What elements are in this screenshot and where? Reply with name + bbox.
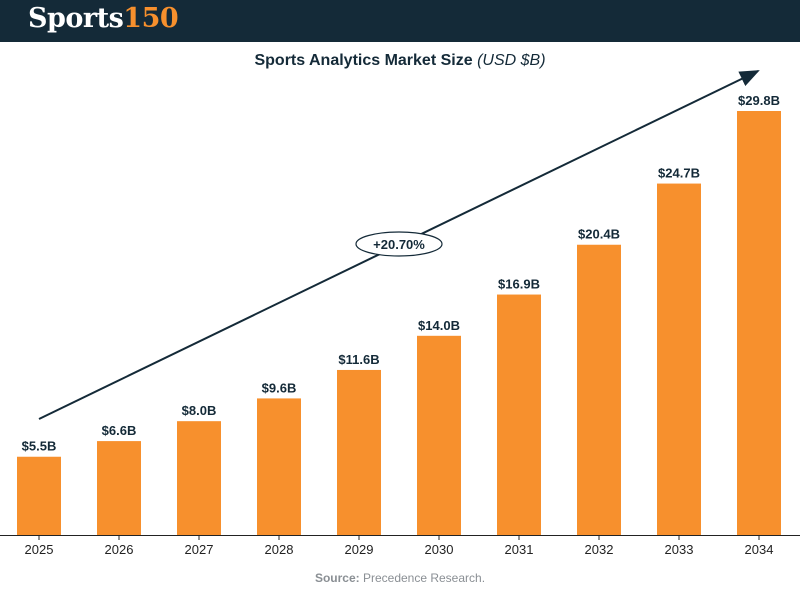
data-label-2031: $16.9B <box>498 277 540 292</box>
bar-2034 <box>737 111 781 535</box>
x-tick-label-2028: 2028 <box>265 542 294 557</box>
source-note: Source: Precedence Research. <box>0 571 800 585</box>
data-label-2033: $24.7B <box>658 166 700 181</box>
data-label-2026: $6.6B <box>102 423 137 438</box>
bar-2033 <box>657 183 701 535</box>
bar-2032 <box>577 244 621 535</box>
x-tick-label-2025: 2025 <box>25 542 54 557</box>
data-label-2025: $5.5B <box>22 439 57 454</box>
data-label-2032: $20.4B <box>578 227 620 242</box>
bar-2031 <box>497 294 541 535</box>
bar-2025 <box>17 456 61 535</box>
growth-annotation-oval <box>355 231 443 257</box>
bar-2028 <box>257 398 301 535</box>
bar-2029 <box>337 369 381 535</box>
header-bar: Sports150 <box>0 0 800 42</box>
x-tick-label-2030: 2030 <box>425 542 454 557</box>
brand-number: 150 <box>123 3 179 34</box>
x-tick-label-2032: 2032 <box>585 542 614 557</box>
source-prefix: Source: <box>314 571 360 585</box>
x-tick-label-2033: 2033 <box>665 542 694 557</box>
brand-logo: Sports150 <box>28 3 179 34</box>
x-tick-label-2027: 2027 <box>185 542 214 557</box>
growth-annotation-label: +20.70% <box>373 237 425 252</box>
data-label-2034: $29.8B <box>738 93 780 108</box>
data-label-2028: $9.6B <box>262 380 297 395</box>
x-tick-label-2031: 2031 <box>505 542 534 557</box>
bar-2030 <box>417 335 461 535</box>
source-text: Precedence Research. <box>362 571 486 585</box>
data-label-2027: $8.0B <box>182 403 217 418</box>
data-label-2030: $14.0B <box>418 318 460 333</box>
chart-title: Sports Analytics Market Size (USD $B) <box>0 52 800 70</box>
chart-title-unit: (USD $B) <box>477 52 546 69</box>
bar-2026 <box>97 441 141 535</box>
bar-2027 <box>177 421 221 535</box>
x-tick-label-2026: 2026 <box>105 542 134 557</box>
brand-word: Sports <box>28 3 124 34</box>
chart-title-text: Sports Analytics Market Size <box>254 52 473 69</box>
data-label-2029: $11.6B <box>338 352 379 367</box>
x-tick-label-2034: 2034 <box>745 542 774 557</box>
x-tick-label-2029: 2029 <box>345 542 374 557</box>
